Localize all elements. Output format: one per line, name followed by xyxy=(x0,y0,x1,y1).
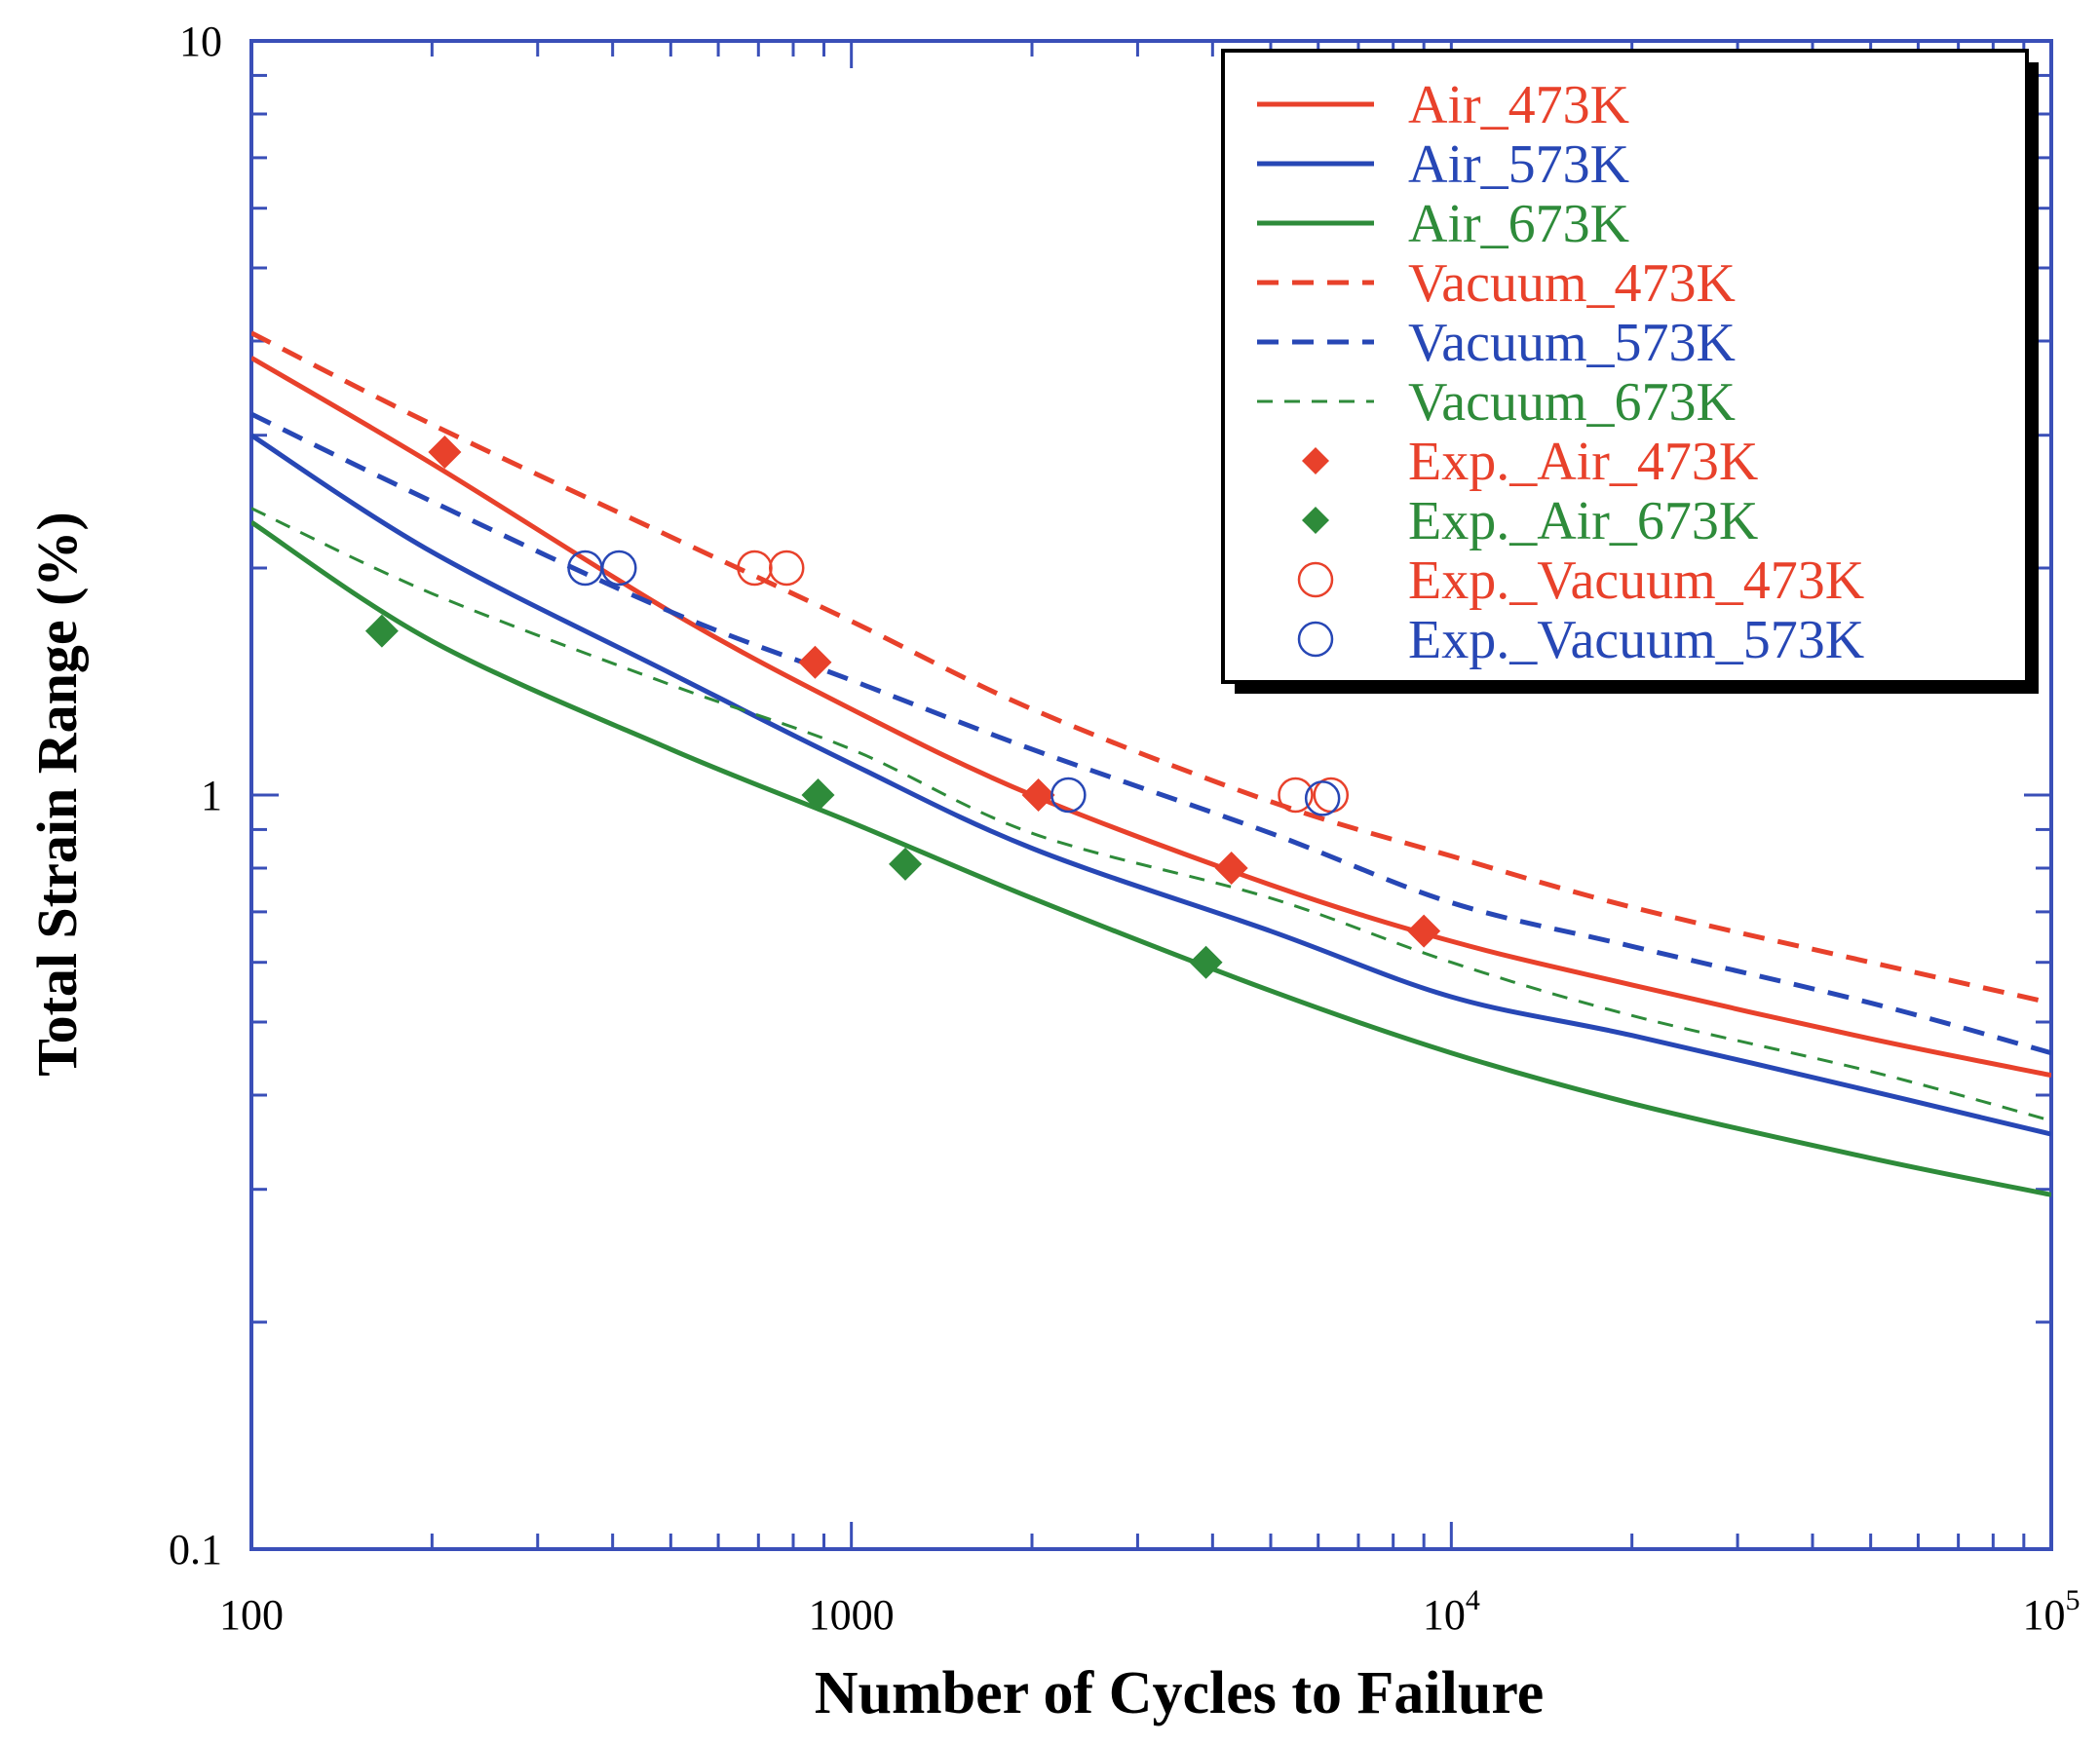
legend-swatch-exp-air-673k xyxy=(1302,507,1329,534)
x-tick-label: 100 xyxy=(219,1591,284,1639)
legend-box xyxy=(1221,49,2029,684)
marker-exp-vacuum-573k xyxy=(1304,780,1341,816)
marker-exp-air-673k xyxy=(889,847,923,881)
series-line-air-473k xyxy=(251,356,2051,1079)
legend-label-vacuum-673k: Vacuum_673K xyxy=(1408,372,1736,433)
series-line-air-673k xyxy=(251,519,2051,1197)
legend-label-exp-air-473k: Exp._Air_473K xyxy=(1408,432,1758,492)
legend-swatch-exp-vacuum-573k xyxy=(1297,621,1334,658)
legend-label-air-473k: Air_473K xyxy=(1408,75,1629,135)
curves-group xyxy=(251,330,2051,1197)
y-tick-label: 1 xyxy=(201,772,222,819)
y-tick-label: 0.1 xyxy=(169,1526,222,1573)
legend-label-air-673k: Air_673K xyxy=(1408,194,1629,254)
legend-label-exp-vacuum-473k: Exp._Vacuum_473K xyxy=(1408,550,1864,611)
x-tick-exponent: 4 xyxy=(1466,1584,1480,1616)
series-line-vacuum-673k xyxy=(251,507,2051,1122)
y-axis-label: Total Strain Range (%) xyxy=(25,512,89,1077)
marker-exp-vacuum-473k xyxy=(1278,777,1314,814)
marker-exp-vacuum-573k xyxy=(1050,777,1087,814)
legend-swatch-exp-air-473k xyxy=(1302,447,1329,474)
x-tick-label: 105 xyxy=(2023,1584,2081,1639)
series-line-vacuum-473k xyxy=(251,330,2051,1005)
legend-label-exp-vacuum-573k: Exp._Vacuum_573K xyxy=(1408,610,1864,670)
legend-swatch-exp-vacuum-473k xyxy=(1297,561,1334,598)
marker-exp-vacuum-573k xyxy=(601,550,637,587)
marker-exp-air-673k xyxy=(364,614,399,648)
x-tick-label: 104 xyxy=(1423,1584,1480,1639)
marker-exp-air-473k xyxy=(428,435,462,469)
series-line-air-573k xyxy=(251,433,2051,1137)
marker-exp-vacuum-473k xyxy=(768,550,805,587)
marker-exp-air-473k xyxy=(1214,852,1248,886)
marker-exp-air-473k xyxy=(1021,778,1055,812)
legend-label-air-573k: Air_573K xyxy=(1408,134,1629,195)
marker-exp-air-473k xyxy=(798,645,832,679)
legend-label-vacuum-573k: Vacuum_573K xyxy=(1408,313,1736,373)
x-axis-label: Number of Cycles to Failure xyxy=(815,1660,1544,1726)
x-tick-label: 1000 xyxy=(809,1591,895,1639)
legend-label-exp-air-673k: Exp._Air_673K xyxy=(1408,491,1758,551)
series-line-vacuum-573k xyxy=(251,411,2051,1056)
marker-exp-air-473k xyxy=(1407,914,1441,948)
marker-exp-air-673k xyxy=(801,778,835,812)
marker-exp-air-673k xyxy=(1189,945,1223,979)
x-tick-exponent: 5 xyxy=(2066,1584,2081,1616)
legend-label-vacuum-473k: Vacuum_473K xyxy=(1408,253,1736,314)
y-tick-label: 10 xyxy=(179,18,222,65)
